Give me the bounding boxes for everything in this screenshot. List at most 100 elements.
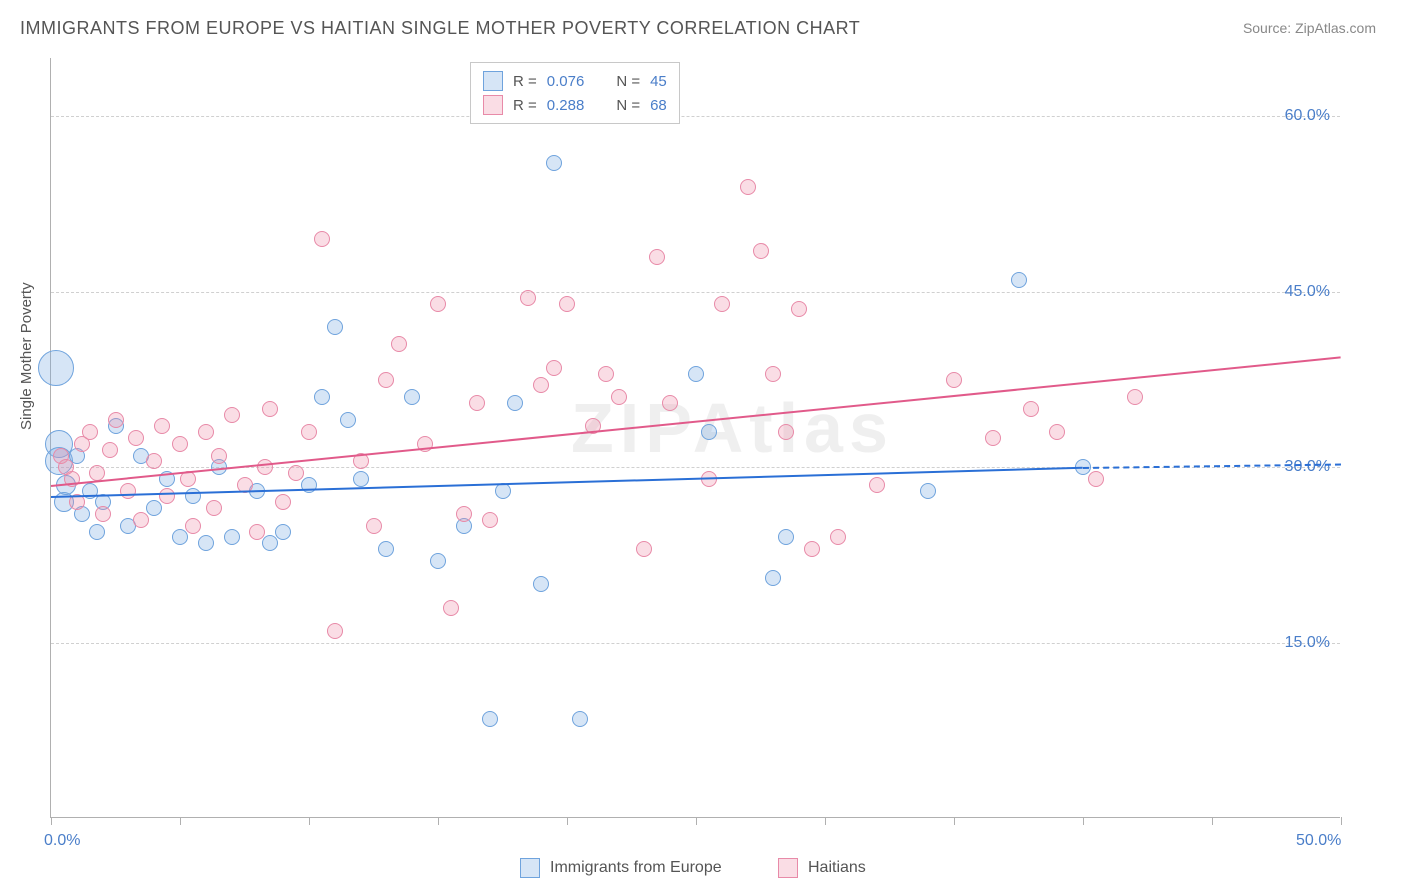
scatter-point-haitian	[257, 459, 273, 475]
scatter-point-haitian	[206, 500, 222, 516]
scatter-point-europe	[572, 711, 588, 727]
scatter-point-europe	[314, 389, 330, 405]
gridline	[51, 643, 1340, 644]
scatter-point-haitian	[546, 360, 562, 376]
scatter-point-haitian	[1127, 389, 1143, 405]
scatter-point-europe	[688, 366, 704, 382]
x-tick	[1341, 817, 1342, 825]
scatter-point-europe	[1011, 272, 1027, 288]
scatter-point-haitian	[262, 401, 278, 417]
scatter-point-europe	[701, 424, 717, 440]
scatter-point-europe	[146, 500, 162, 516]
y-tick-label: 30.0%	[1285, 458, 1330, 476]
scatter-point-europe	[533, 576, 549, 592]
gridline	[51, 292, 1340, 293]
scatter-point-haitian	[89, 465, 105, 481]
legend-r-label: R =	[513, 97, 537, 114]
scatter-point-haitian	[1088, 471, 1104, 487]
scatter-point-europe	[507, 395, 523, 411]
scatter-point-haitian	[185, 518, 201, 534]
scatter-point-europe	[262, 535, 278, 551]
scatter-point-haitian	[753, 243, 769, 259]
x-tick	[438, 817, 439, 825]
scatter-point-europe	[340, 412, 356, 428]
scatter-point-haitian	[456, 506, 472, 522]
source-label: Source:	[1243, 20, 1295, 36]
scatter-point-haitian	[791, 301, 807, 317]
legend-n-label: N =	[616, 97, 640, 114]
scatter-point-haitian	[95, 506, 111, 522]
scatter-point-haitian	[198, 424, 214, 440]
legend-n-label: N =	[616, 73, 640, 90]
scatter-point-haitian	[778, 424, 794, 440]
scatter-point-haitian	[314, 231, 330, 247]
y-axis-label: Single Mother Poverty	[18, 282, 35, 430]
scatter-point-haitian	[611, 389, 627, 405]
scatter-point-europe	[38, 350, 74, 386]
legend-swatch-haitian	[778, 858, 798, 878]
scatter-point-europe	[89, 524, 105, 540]
scatter-point-haitian	[533, 377, 549, 393]
scatter-point-haitian	[985, 430, 1001, 446]
series-name: Immigrants from Europe	[550, 859, 722, 877]
scatter-point-haitian	[469, 395, 485, 411]
series-legend-europe: Immigrants from Europe	[520, 858, 722, 878]
scatter-point-europe	[404, 389, 420, 405]
scatter-point-haitian	[443, 600, 459, 616]
scatter-point-haitian	[1023, 401, 1039, 417]
gridline	[51, 116, 1340, 117]
x-tick	[180, 817, 181, 825]
scatter-point-haitian	[378, 372, 394, 388]
scatter-point-europe	[482, 711, 498, 727]
legend-swatch-haitian	[483, 95, 503, 115]
x-tick	[954, 817, 955, 825]
scatter-point-haitian	[598, 366, 614, 382]
scatter-point-haitian	[391, 336, 407, 352]
scatter-point-haitian	[82, 424, 98, 440]
source-name: ZipAtlas.com	[1295, 20, 1376, 36]
scatter-point-haitian	[275, 494, 291, 510]
scatter-point-haitian	[366, 518, 382, 534]
scatter-point-haitian	[288, 465, 304, 481]
legend-n-value: 68	[650, 97, 667, 114]
scatter-point-europe	[224, 529, 240, 545]
scatter-point-haitian	[482, 512, 498, 528]
scatter-point-haitian	[830, 529, 846, 545]
scatter-point-haitian	[301, 424, 317, 440]
scatter-point-haitian	[636, 541, 652, 557]
x-tick	[51, 817, 52, 825]
scatter-point-haitian	[159, 488, 175, 504]
series-name: Haitians	[808, 859, 866, 877]
scatter-point-haitian	[649, 249, 665, 265]
y-tick-label: 45.0%	[1285, 283, 1330, 301]
x-tick	[309, 817, 310, 825]
scatter-point-haitian	[154, 418, 170, 434]
scatter-point-haitian	[102, 442, 118, 458]
scatter-point-europe	[430, 553, 446, 569]
scatter-point-haitian	[430, 296, 446, 312]
correlation-legend: R =0.076N =45R =0.288N =68	[470, 62, 680, 124]
x-tick-label: 0.0%	[44, 832, 80, 850]
scatter-point-haitian	[133, 512, 149, 528]
legend-swatch-europe	[520, 858, 540, 878]
scatter-point-haitian	[1049, 424, 1065, 440]
scatter-point-haitian	[120, 483, 136, 499]
legend-row-europe: R =0.076N =45	[483, 69, 667, 93]
x-tick	[825, 817, 826, 825]
scatter-point-europe	[920, 483, 936, 499]
scatter-point-haitian	[946, 372, 962, 388]
legend-swatch-europe	[483, 71, 503, 91]
legend-row-haitian: R =0.288N =68	[483, 93, 667, 117]
scatter-point-europe	[327, 319, 343, 335]
x-tick	[1212, 817, 1213, 825]
y-tick-label: 60.0%	[1285, 107, 1330, 125]
scatter-point-europe	[353, 471, 369, 487]
y-tick-label: 15.0%	[1285, 634, 1330, 652]
x-tick	[696, 817, 697, 825]
scatter-point-haitian	[108, 412, 124, 428]
scatter-point-europe	[172, 529, 188, 545]
scatter-point-haitian	[172, 436, 188, 452]
scatter-point-haitian	[869, 477, 885, 493]
legend-r-value: 0.076	[547, 73, 585, 90]
scatter-point-haitian	[249, 524, 265, 540]
